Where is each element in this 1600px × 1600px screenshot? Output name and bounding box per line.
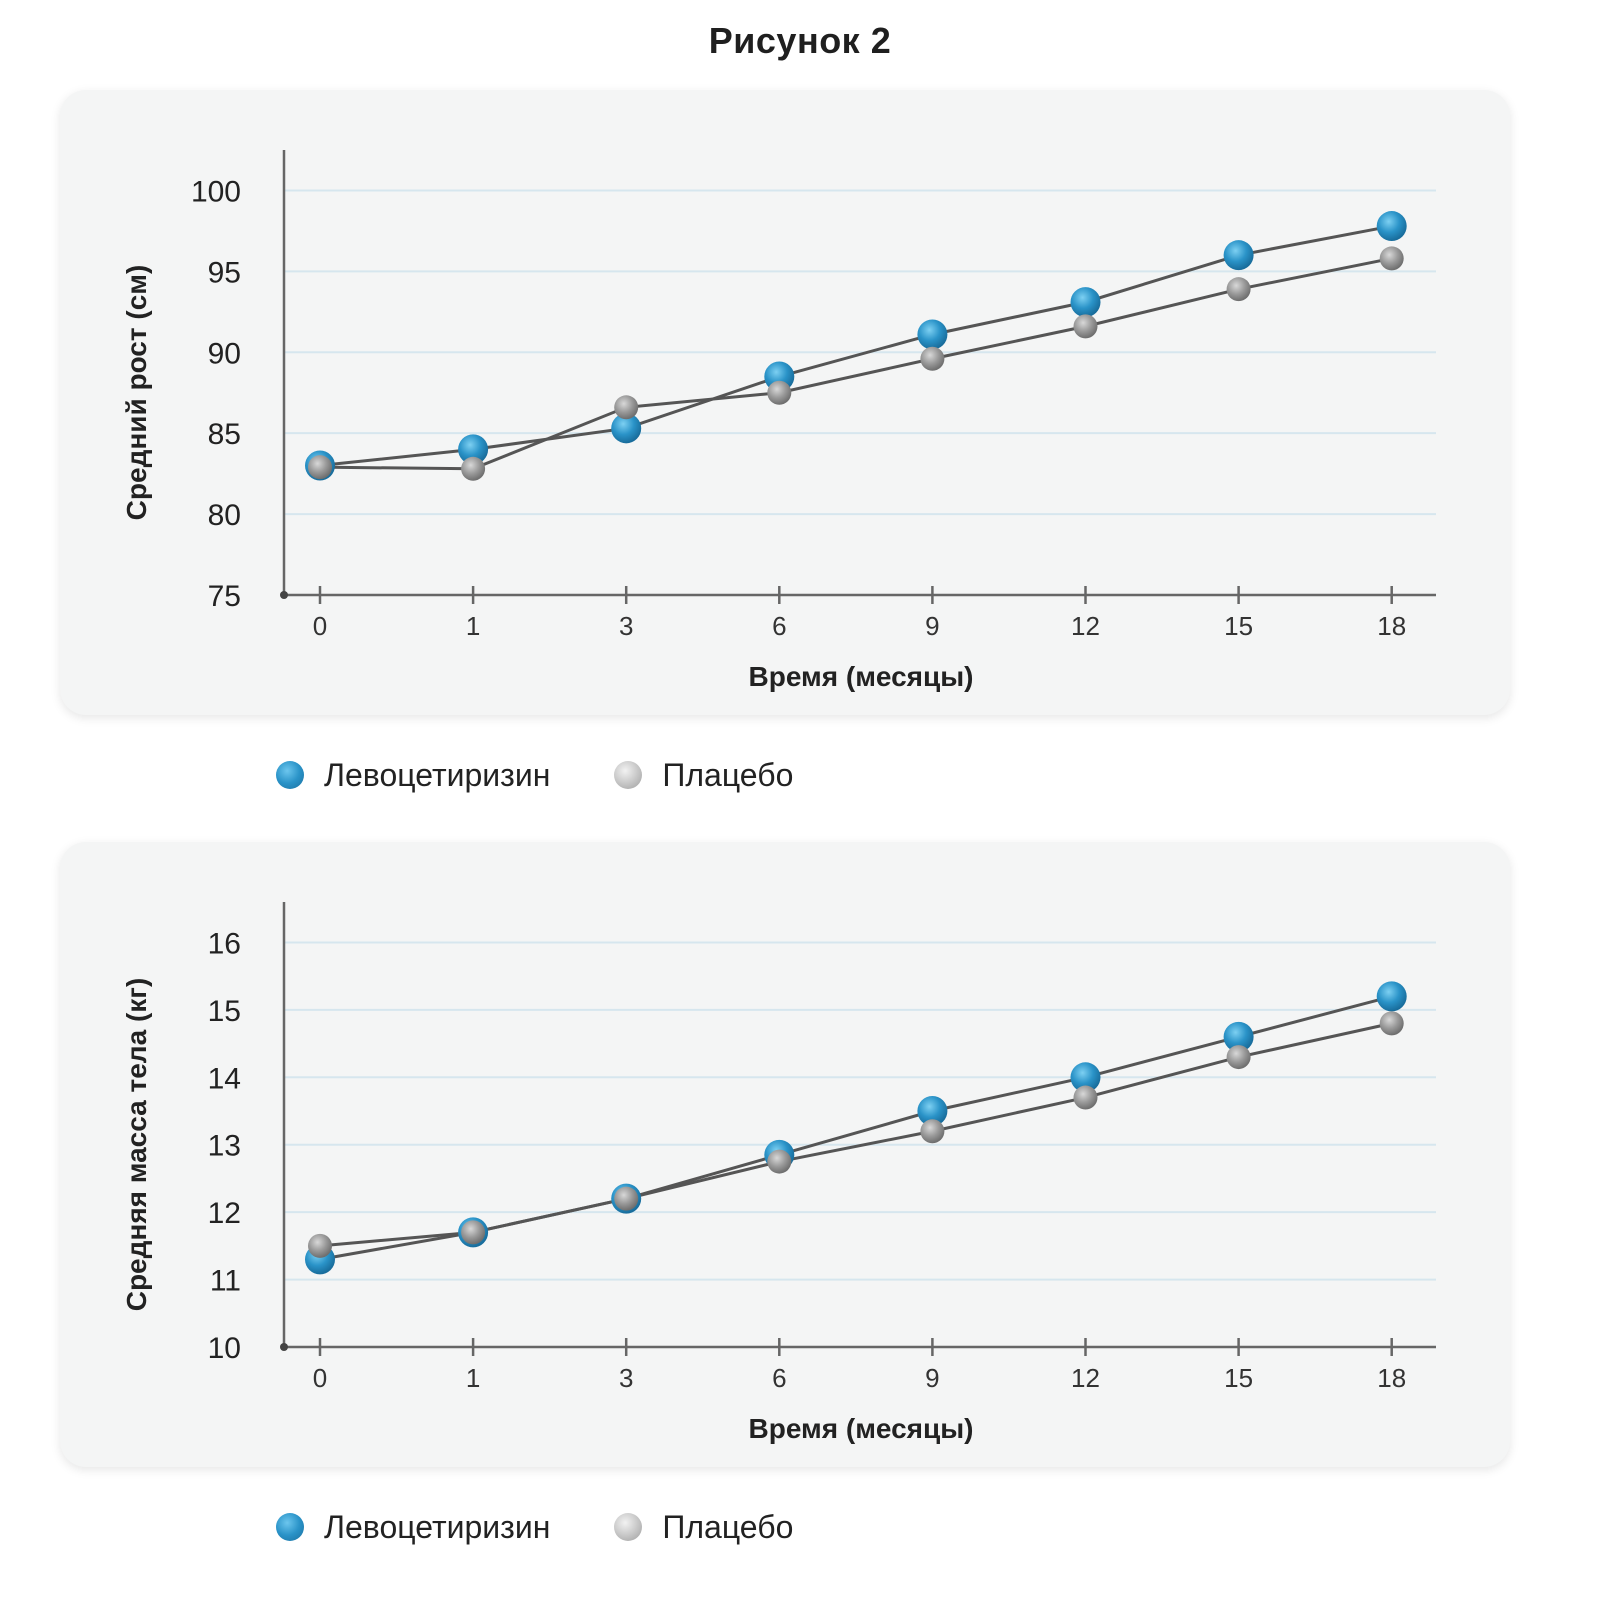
data-point-placebo [614,1186,639,1211]
y-tick-label: 15 [208,995,241,1028]
x-tick-label: 9 [925,1363,939,1393]
grey-dot-icon [614,761,643,789]
y-tick-label: 80 [208,499,241,532]
legend-label-levocetirizine: Левоцетиризин [324,1508,551,1545]
legend-item-levocetirizine: Левоцетиризин [276,1509,550,1546]
legend-label-levocetirizine: Левоцетиризин [324,756,551,793]
data-point-placebo [1073,1085,1098,1110]
x-tick-label: 3 [619,611,633,641]
data-point-levocetirizine [611,413,642,444]
legend-item-levocetirizine: Левоцетиризин [276,757,550,794]
data-point-levocetirizine [1070,287,1101,318]
blue-dot-icon [276,761,304,789]
data-point-placebo [920,346,945,371]
y-tick-label: 16 [208,927,241,960]
x-axis-label: Время (месяцы) [749,661,974,692]
x-tick-label: 12 [1071,611,1100,641]
data-point-levocetirizine [1223,1021,1254,1052]
height-chart: 75 80 85 90 95 100 0 1 3 6 9 12 15 18 Время (месяцы) Ср… [121,150,1436,692]
data-point-levocetirizine [1376,211,1407,242]
x-tick-label: 3 [619,1363,633,1393]
data-point-levocetirizine [1070,1062,1101,1093]
data-point-placebo [1379,246,1404,271]
grey-dot-icon [614,1513,643,1541]
x-tick-label: 0 [313,1363,327,1393]
height-chart-legend: Левоцетиризин Плацебо [276,755,857,795]
data-point-placebo [308,1233,332,1258]
y-tick-label: 85 [208,418,241,451]
x-tick-label: 18 [1377,1363,1406,1393]
weight-chart-panel: 10 11 12 13 14 15 16 0 1 3 6 9 12 15 18 Время (месяцы) С… [60,842,1510,1467]
x-tick-label: 9 [925,611,939,641]
data-point-levocetirizine [1223,240,1254,271]
data-point-placebo [1226,277,1251,302]
series-line-placebo [319,1021,1393,1248]
data-point-levocetirizine [917,1096,948,1127]
legend-item-placebo: Плацебо [614,1509,793,1546]
x-tick-label: 0 [313,611,327,641]
weight-chart-legend: Левоцетиризин Плацебо [276,1507,857,1547]
y-axis-label: Средний рост (см) [121,265,152,521]
y-tick-label: 14 [208,1062,241,1095]
data-point-placebo [461,1220,486,1245]
y-axis-label: Средняя масса тела (кг) [121,978,152,1312]
data-point-placebo [920,1119,945,1144]
figure-title: Рисунок 2 [708,20,892,61]
x-tick-label: 1 [466,1363,480,1393]
series-line-placebo [319,256,1392,471]
y-tick-label: 12 [208,1197,241,1230]
y-tick-label: 10 [208,1332,241,1365]
series-line-levocetirizine [319,224,1392,468]
data-point-placebo [1226,1045,1251,1070]
legend-item-placebo: Плацебо [614,757,793,794]
axis-origin-dot [280,591,288,599]
x-tick-label: 15 [1224,611,1253,641]
legend-label-placebo: Плацебо [662,756,794,793]
axis-origin-dot [280,1343,288,1351]
data-point-placebo [614,395,639,420]
x-tick-label: 12 [1071,1363,1100,1393]
x-tick-label: 1 [466,611,480,641]
legend-label-placebo: Плацебо [662,1508,794,1545]
y-tick-label: 100 [191,175,241,208]
height-chart-panel: 75 80 85 90 95 100 0 1 3 6 9 12 15 18 Время (месяцы) Ср… [60,90,1510,715]
data-point-placebo [767,1149,792,1174]
data-point-placebo [767,380,792,405]
x-tick-label: 18 [1377,611,1406,641]
y-tick-label: 13 [208,1130,241,1163]
y-tick-label: 95 [208,256,241,289]
data-point-placebo [1379,1011,1404,1036]
y-tick-label: 11 [210,1265,241,1298]
data-point-levocetirizine [1376,981,1407,1012]
x-tick-label: 6 [772,1363,786,1393]
data-point-placebo [461,456,486,481]
data-point-levocetirizine [458,434,489,465]
y-tick-label: 75 [208,580,241,613]
data-point-placebo [1073,314,1098,339]
x-axis-label: Время (месяцы) [749,1413,974,1444]
x-tick-label: 15 [1224,1363,1253,1393]
blue-dot-icon [276,1513,304,1541]
y-tick-label: 90 [208,337,241,370]
data-point-placebo [308,455,332,480]
x-tick-label: 6 [772,611,786,641]
data-point-levocetirizine [917,319,948,350]
